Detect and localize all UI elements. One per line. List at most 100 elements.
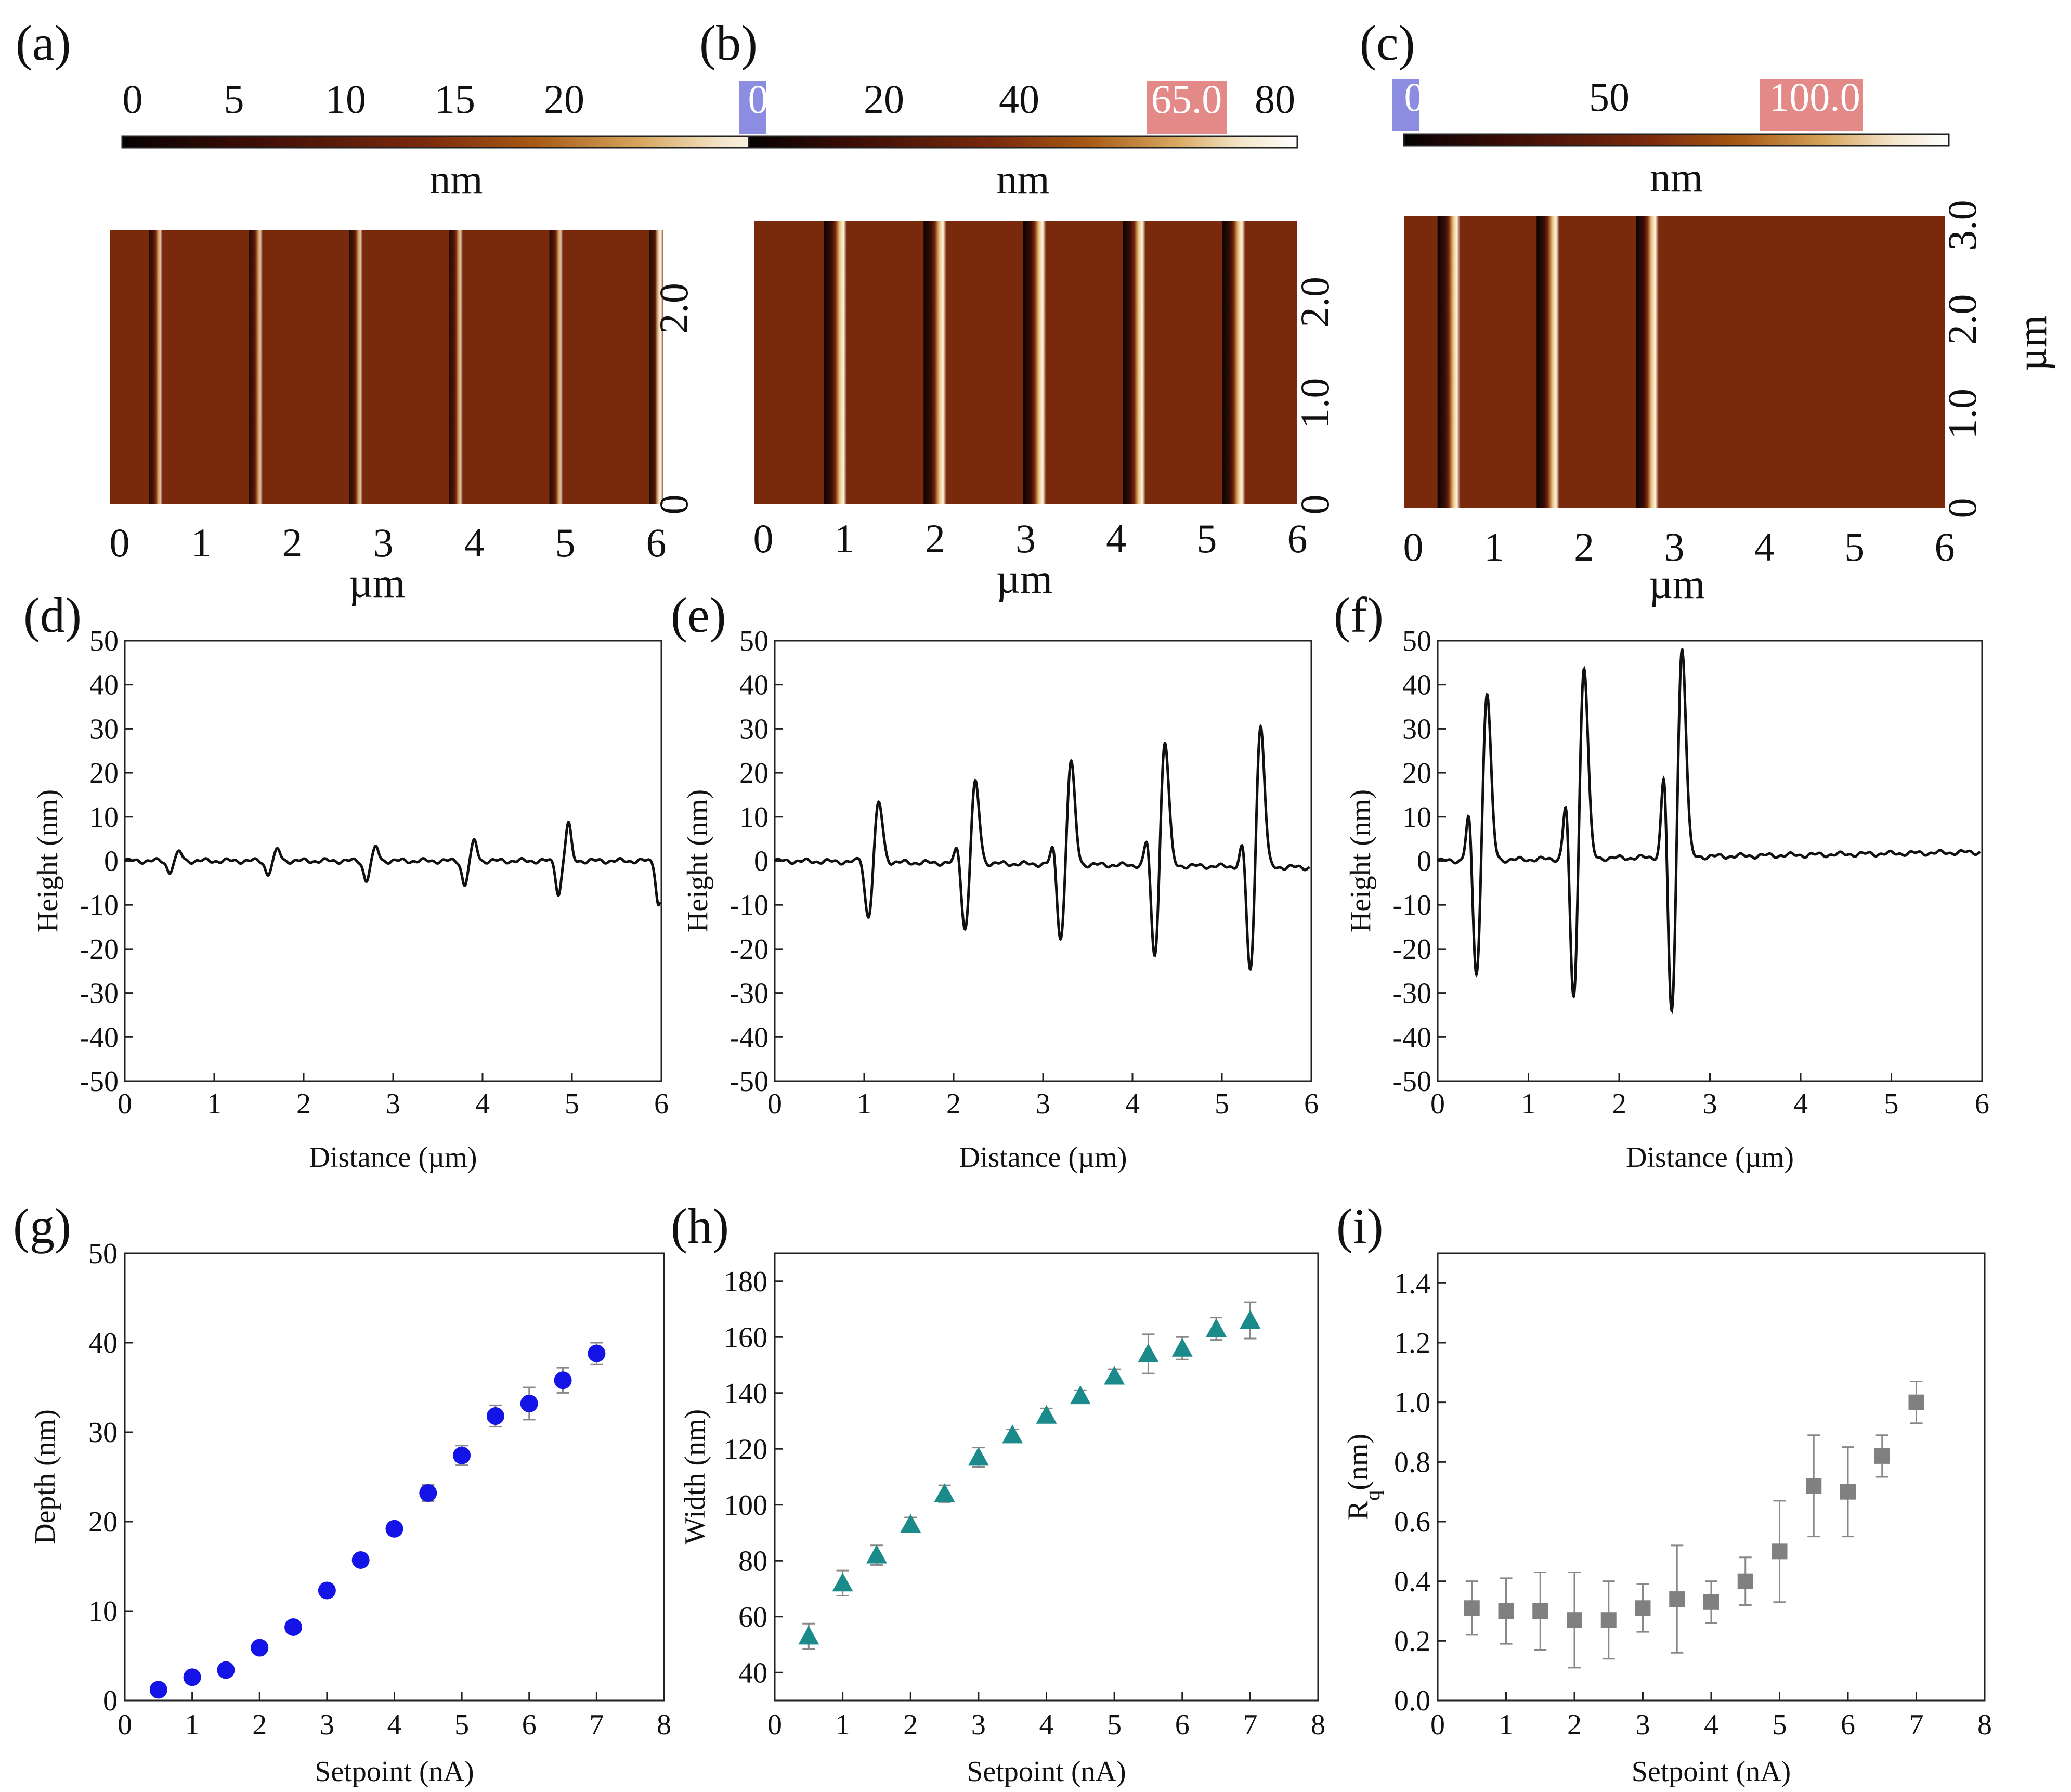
- y-tick-label: 3.0: [1939, 200, 1985, 251]
- x-tick-label: 3: [1703, 1088, 1717, 1120]
- y-tick-label: -50: [730, 1066, 769, 1098]
- y-tick-label: 20: [89, 757, 119, 789]
- x-tick-label: 1: [185, 1709, 200, 1741]
- panel-g: (g) 0 1 2 3 4 5 6 7 8 0 10 20 30 40 50 Setpoint (nA) Dept…: [13, 1198, 671, 1788]
- data-point: [1840, 1484, 1856, 1500]
- y-axis-title: Height (nm): [682, 789, 714, 932]
- y-tick-label: 40: [88, 1327, 118, 1359]
- y-tick-label: 80: [738, 1545, 767, 1577]
- x-tick-label: 8: [1977, 1709, 1992, 1741]
- colorbar-tick-label: 5: [224, 76, 244, 122]
- data-point: [419, 1484, 437, 1502]
- y-tick-label: 50: [739, 625, 769, 657]
- panel-label: (e): [671, 587, 726, 643]
- data-point: [385, 1520, 403, 1538]
- height-profile-line: [774, 723, 1310, 972]
- colorbar-tick-label: 80: [1255, 76, 1295, 122]
- y-tick-label: 50: [89, 625, 119, 657]
- panel-label: (d): [23, 587, 82, 643]
- afm-image: [110, 230, 656, 504]
- panel-label: (b): [699, 15, 758, 71]
- y-tick-label: -30: [1392, 978, 1431, 1010]
- x-tick-label: 2: [1567, 1709, 1582, 1741]
- x-tick-label: 1: [207, 1088, 222, 1120]
- x-axis-unit: µm: [349, 561, 405, 606]
- y-tick-label: 10: [88, 1595, 118, 1628]
- data-point: [1908, 1394, 1924, 1410]
- x-tick-label: 8: [1311, 1709, 1325, 1741]
- colorbar-marker: [1392, 79, 1419, 131]
- colorbar-tick-label: 50: [1589, 74, 1630, 120]
- panel-b: (b) 0 20 40 65.0 80 nm 0 1 2 3 4 5 6 µm 0 1.0 2.0: [699, 15, 1337, 602]
- y-tick-label: 0: [754, 846, 769, 878]
- data-point: [968, 1447, 989, 1466]
- y-tick-label: 20: [739, 757, 769, 789]
- afm-scratch-line: [649, 230, 663, 504]
- x-tick-label: 2: [282, 520, 303, 565]
- x-tick-label: 0: [767, 1709, 782, 1741]
- x-tick-label: 5: [555, 520, 576, 565]
- panel-label: (i): [1336, 1198, 1384, 1254]
- y-tick-label: -10: [80, 889, 119, 921]
- x-tick-label: 6: [1287, 516, 1308, 561]
- data-point: [1171, 1337, 1193, 1357]
- y-tick-label: 30: [739, 713, 769, 745]
- x-tick-label: 6: [522, 1709, 537, 1741]
- x-axis-title: Setpoint (nA): [967, 1756, 1126, 1788]
- data-point: [934, 1483, 955, 1502]
- data-point: [351, 1551, 370, 1569]
- colorbar: [1403, 133, 1950, 147]
- data-point: [486, 1407, 504, 1425]
- x-tick-label: 0: [1403, 524, 1424, 569]
- y-tick-label: 1.0: [1292, 378, 1337, 429]
- data-point: [554, 1371, 572, 1390]
- panel-a: (a) 0 5 10 15 20 nm 0 1 2 3 4 5 6 µm 0 2.0: [16, 15, 791, 606]
- y-tick-label: 40: [738, 1657, 767, 1689]
- x-tick-label: 1: [836, 1709, 850, 1741]
- y-tick-label: 10: [89, 801, 119, 834]
- data-point: [1464, 1600, 1480, 1616]
- y-tick-label: 0: [103, 1685, 118, 1717]
- panel-h: (h) 0 1 2 3 4 5 6 7 8 40 60 80 100 120 140 160 180 Setpoin…: [671, 1198, 1325, 1788]
- data-point: [1806, 1478, 1822, 1494]
- data-point: [284, 1618, 303, 1636]
- x-tick-label: 3: [373, 520, 394, 565]
- data-point: [1532, 1603, 1548, 1619]
- x-tick-label: 0: [1430, 1088, 1445, 1120]
- x-tick-label: 4: [1754, 524, 1775, 569]
- x-tick-label: 3: [1636, 1709, 1650, 1741]
- y-tick-label: 50: [88, 1238, 118, 1270]
- x-tick-label: 6: [646, 520, 667, 565]
- y-tick-label: 1.0: [1939, 388, 1985, 439]
- data-point: [1635, 1600, 1651, 1616]
- data-point: [1498, 1603, 1514, 1619]
- plot-frame: [1437, 640, 1983, 1082]
- x-tick-label: 5: [565, 1088, 579, 1120]
- x-axis-unit: µm: [1649, 562, 1705, 607]
- panel-e: (e) 0 1 2 3 4 5 6 -50 -40 -30 -20 -10 0 10 20 30 40 50 Dist…: [671, 587, 1319, 1174]
- y-axis-title: Rq(nm): [1342, 1434, 1384, 1520]
- x-tick-label: 0: [753, 516, 774, 561]
- x-tick-label: 7: [589, 1709, 604, 1741]
- afm-scratch-line: [1536, 216, 1560, 508]
- y-tick-label: 40: [1402, 669, 1431, 702]
- colorbar-marker: [739, 81, 766, 134]
- x-tick-label: 1: [1521, 1088, 1536, 1120]
- x-axis-title: Distance (µm): [959, 1141, 1127, 1174]
- y-tick-label: 0: [104, 846, 119, 878]
- x-tick-label: 2: [925, 516, 945, 561]
- data-point: [1104, 1366, 1125, 1385]
- data-point: [1036, 1405, 1057, 1424]
- plot-frame: [1437, 1252, 1986, 1702]
- y-tick-label: 0: [1417, 846, 1431, 878]
- y-tick-label: -40: [1392, 1021, 1431, 1054]
- y-tick-label: 0: [651, 495, 696, 515]
- x-tick-label: 5: [1215, 1088, 1229, 1120]
- x-tick-label: 6: [654, 1088, 669, 1120]
- y-tick-label: 2.0: [1939, 294, 1985, 345]
- data-point: [1600, 1612, 1617, 1628]
- x-tick-label: 2: [946, 1088, 961, 1120]
- x-tick-label: 1: [857, 1088, 871, 1120]
- data-point: [1138, 1343, 1159, 1362]
